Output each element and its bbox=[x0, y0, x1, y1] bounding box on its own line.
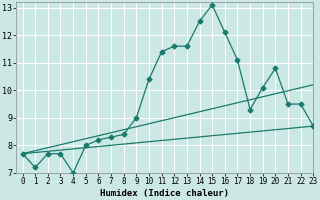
X-axis label: Humidex (Indice chaleur): Humidex (Indice chaleur) bbox=[100, 189, 229, 198]
